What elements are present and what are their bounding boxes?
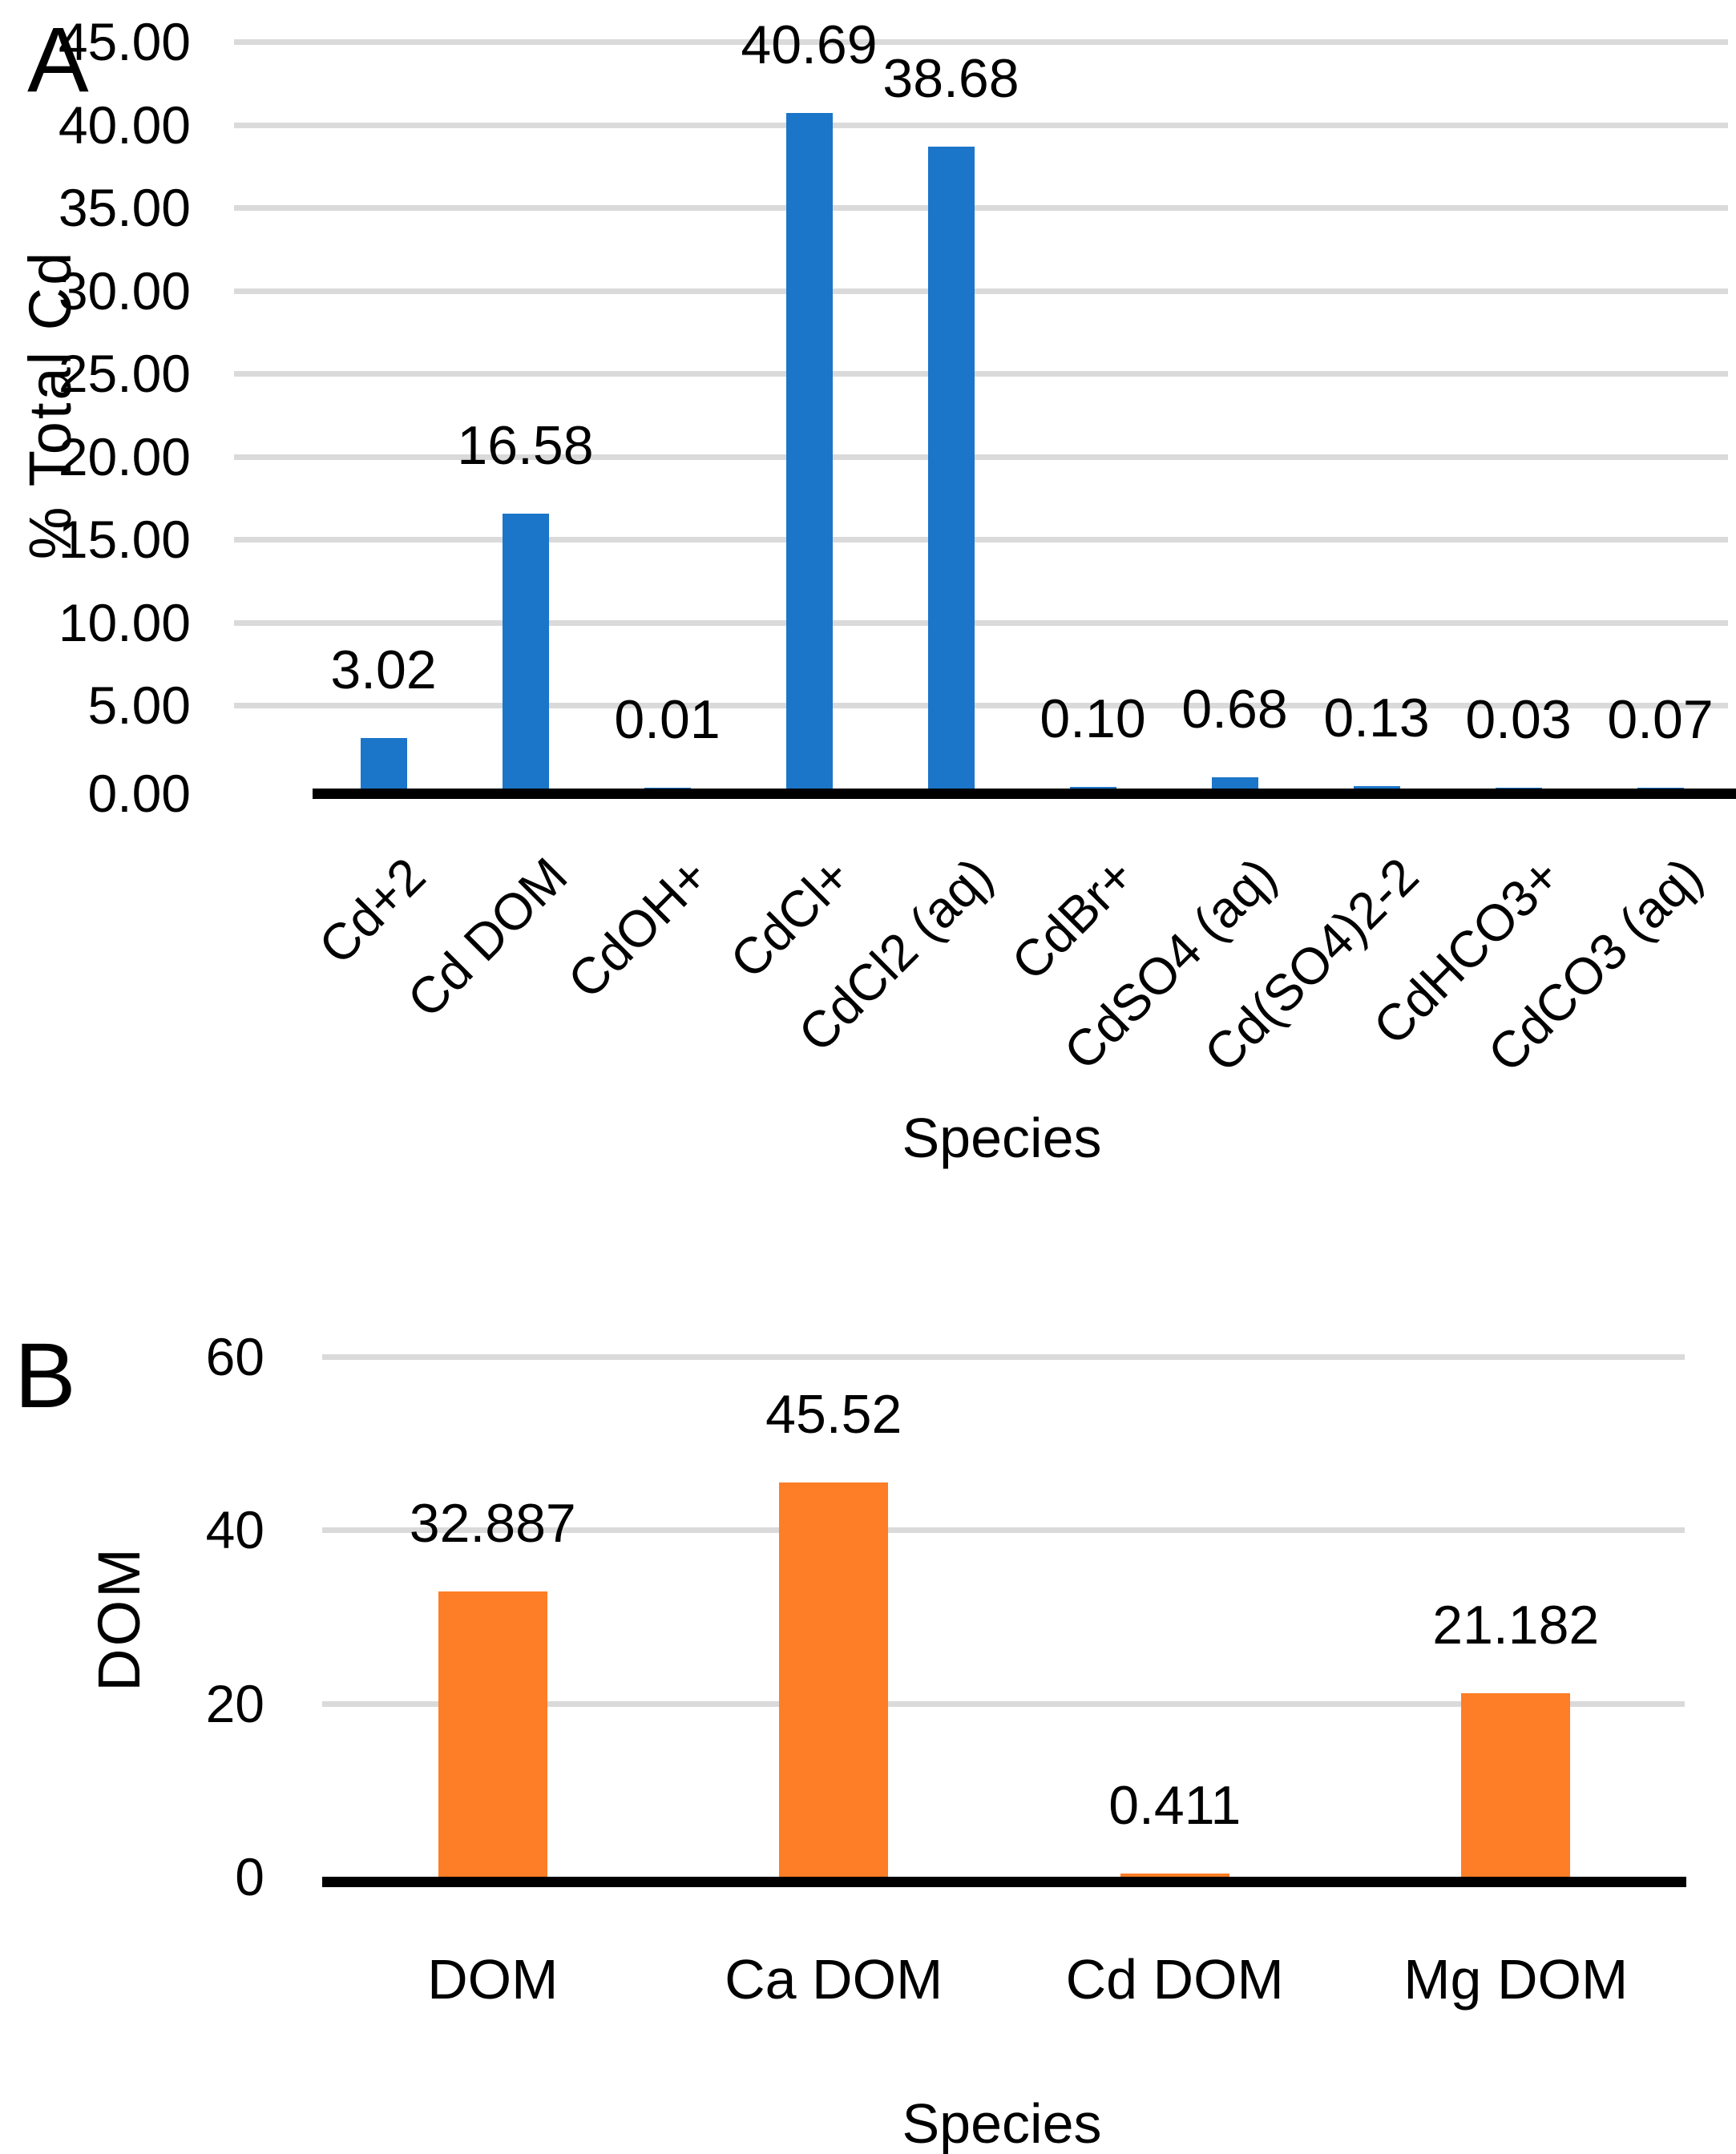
bar-CdSO4 (aq) — [1211, 776, 1258, 789]
data-label: 0.10 — [1040, 688, 1146, 749]
panel-label-a: A — [27, 9, 89, 111]
bar-CdCO3 (aq) — [1637, 787, 1684, 789]
data-label: 0.68 — [1181, 678, 1288, 740]
x-category-label: CdCl+ — [719, 846, 862, 990]
gridline-y15 — [234, 537, 1728, 543]
gridline-y10 — [234, 619, 1728, 626]
y-tick-label: 0 — [235, 1847, 264, 1906]
bar-Ca DOM — [779, 1482, 889, 1877]
x-category-label: Ca DOM — [725, 1948, 943, 2011]
y-tick-label: 20 — [205, 1673, 264, 1733]
data-label: 38.68 — [882, 47, 1019, 109]
bar-Mg DOM — [1461, 1692, 1571, 1877]
y-tick-label: 0.00 — [87, 764, 191, 823]
x-category-label: Cd DOM — [1065, 1948, 1284, 2011]
gridline-y20 — [234, 454, 1728, 460]
y-tick-label: 30.00 — [58, 260, 191, 321]
x-category-label: Mg DOM — [1403, 1948, 1629, 2011]
x-axis-title-a: Species — [902, 1107, 1102, 1169]
y-tick-label: 25.00 — [58, 344, 191, 404]
data-label: 0.01 — [614, 689, 721, 750]
gridline-y40 — [322, 1527, 1685, 1534]
data-label: 0.411 — [1108, 1774, 1241, 1836]
gridline-y35 — [234, 205, 1728, 212]
bar-CdHCO3+ — [1495, 788, 1542, 789]
bar-CdOH+ — [644, 788, 691, 789]
bar-CdCl+ — [785, 113, 833, 789]
data-label: 3.02 — [330, 639, 437, 701]
data-label: 0.07 — [1607, 688, 1714, 750]
y-tick-label: 20.00 — [58, 426, 191, 486]
data-label: 0.13 — [1323, 688, 1430, 749]
y-tick-label: 40.00 — [58, 95, 191, 155]
bar-CdCl2 (aq) — [927, 146, 975, 789]
y-tick-label: 15.00 — [58, 510, 191, 570]
data-label: 40.69 — [741, 14, 878, 76]
x-category-label: DOM — [427, 1948, 559, 2011]
bar-DOM — [438, 1591, 547, 1877]
y-tick-label: 60 — [205, 1327, 264, 1386]
x-axis-line — [313, 789, 1736, 799]
bar-Cd(SO4)2-2 — [1353, 786, 1400, 789]
x-category-label: CdOH+ — [556, 846, 720, 1010]
y-tick-label: 10.00 — [58, 592, 191, 652]
y-tick-label: 40 — [205, 1500, 264, 1560]
gridline-y60 — [322, 1354, 1685, 1360]
bar-Cd DOM — [502, 513, 549, 789]
data-label: 0.03 — [1465, 689, 1572, 750]
data-label: 32.887 — [409, 1493, 576, 1555]
data-label: 16.58 — [457, 414, 594, 476]
gridline-y20 — [322, 1700, 1685, 1707]
panel-label-b: B — [14, 1325, 76, 1427]
y-tick-label: 35.00 — [58, 178, 191, 238]
y-tick-label: 5.00 — [87, 676, 191, 736]
x-axis-line — [322, 1877, 1686, 1887]
gridline-y5 — [234, 703, 1728, 709]
gridline-y25 — [234, 371, 1728, 377]
bar-Cd+2 — [360, 738, 407, 789]
gridline-y40 — [234, 122, 1728, 128]
bar-CdBr+ — [1069, 786, 1116, 789]
x-axis-title-b: Species — [902, 2092, 1102, 2154]
gridline-y30 — [234, 288, 1728, 294]
data-label: 21.182 — [1432, 1594, 1600, 1656]
x-category-label: Cd+2 — [307, 846, 436, 975]
gridline-y45 — [234, 39, 1728, 45]
bar-Cd DOM — [1120, 1873, 1229, 1877]
data-label: 45.52 — [765, 1383, 902, 1445]
y-tick-label: 45.00 — [58, 12, 191, 71]
